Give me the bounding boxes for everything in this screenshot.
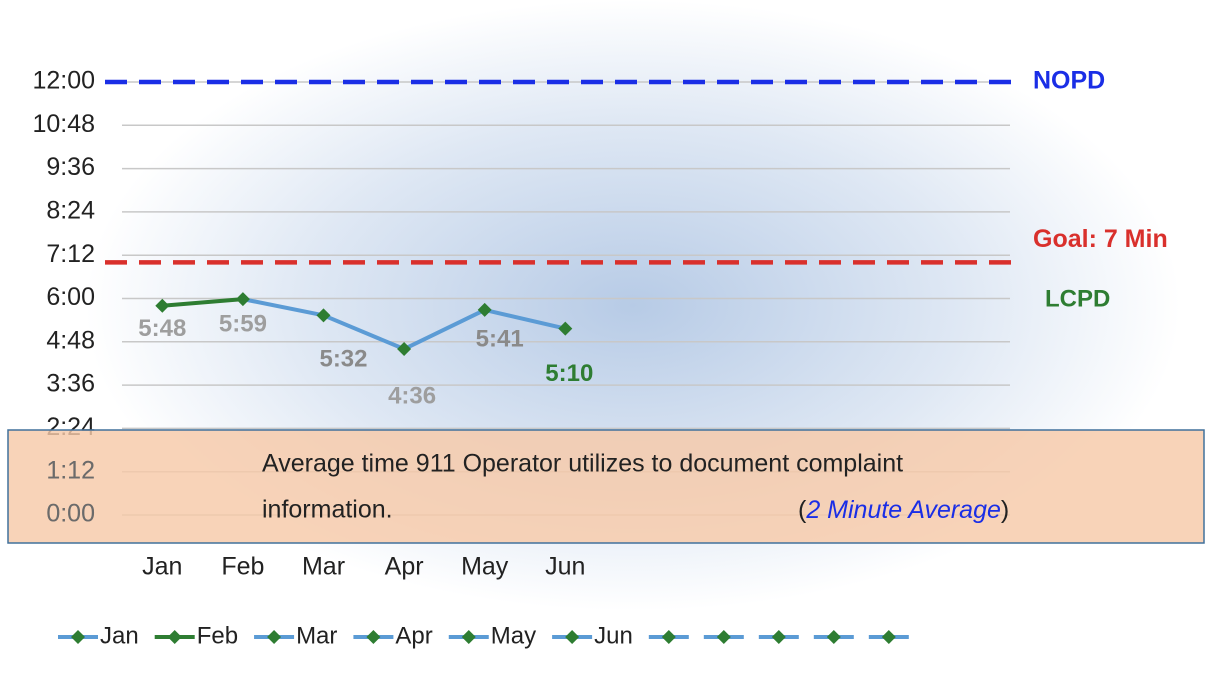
legend-marker — [366, 630, 381, 644]
annotation-text: information. — [262, 496, 393, 524]
value-label: 5:10 — [545, 360, 593, 387]
value-label: 5:48 — [138, 315, 186, 342]
y-tick-label: 12:00 — [32, 67, 95, 95]
legend-label: Mar — [296, 622, 337, 649]
annotation-text: Average time 911 Operator utilizes to do… — [262, 450, 903, 478]
y-tick-label-overlay: 1:12 — [46, 456, 95, 484]
y-tick-label: 8:24 — [46, 197, 95, 225]
legend-marker — [661, 630, 676, 644]
value-label: 5:32 — [319, 346, 367, 373]
value-label: 5:59 — [219, 310, 267, 337]
legend-marker — [267, 630, 282, 644]
legend-marker — [881, 630, 896, 644]
annotation-note: (2 Minute Average) — [798, 496, 1009, 524]
x-tick-label: Jan — [142, 553, 182, 581]
line-segment — [403, 308, 486, 351]
y-tick-label: 9:36 — [46, 153, 95, 181]
x-tick-label: Feb — [221, 553, 264, 581]
marker — [316, 308, 331, 323]
legend-marker — [461, 630, 476, 644]
legend-label: Feb — [197, 622, 238, 649]
legend-label: Jun — [594, 622, 633, 649]
reference-label: NOPD — [1033, 67, 1105, 95]
reference-label: Goal: 7 Min — [1033, 225, 1168, 253]
line-segment — [322, 313, 405, 351]
x-tick-label: May — [461, 553, 509, 581]
y-tick-label: 7:12 — [46, 240, 95, 268]
marker — [397, 342, 412, 357]
value-label: 5:41 — [476, 325, 524, 352]
y-tick-label: 10:48 — [32, 110, 95, 138]
x-tick-label: Mar — [302, 553, 345, 581]
legend-label: Jan — [100, 622, 139, 649]
legend-label: Apr — [395, 622, 432, 649]
marker — [558, 321, 573, 336]
annotation-box — [7, 429, 1205, 544]
legend-marker — [716, 630, 731, 644]
note-part: ) — [1001, 496, 1009, 524]
line-segment — [484, 307, 566, 331]
legend-marker — [826, 630, 841, 644]
y-tick-label: 6:00 — [46, 283, 95, 311]
value-label: 4:36 — [388, 382, 436, 409]
note-part: 2 Minute Average — [805, 496, 1001, 524]
y-tick-label: 3:36 — [46, 370, 95, 398]
marker — [235, 292, 250, 307]
line-segment — [242, 297, 324, 318]
legend-marker — [71, 630, 85, 644]
series-label: LCPD — [1045, 285, 1110, 312]
line-segment — [162, 297, 244, 308]
legend-marker — [167, 630, 182, 644]
legend-marker — [565, 630, 580, 644]
y-tick-label: 4:48 — [46, 326, 95, 354]
marker — [477, 302, 492, 317]
x-tick-label: Apr — [385, 553, 424, 581]
legend-label: May — [491, 622, 536, 649]
y-tick-label-overlay: 0:00 — [46, 500, 95, 528]
marker — [155, 298, 170, 313]
note-part: ( — [798, 496, 807, 524]
legend-marker — [771, 630, 786, 644]
x-tick-label: Jun — [545, 553, 585, 581]
